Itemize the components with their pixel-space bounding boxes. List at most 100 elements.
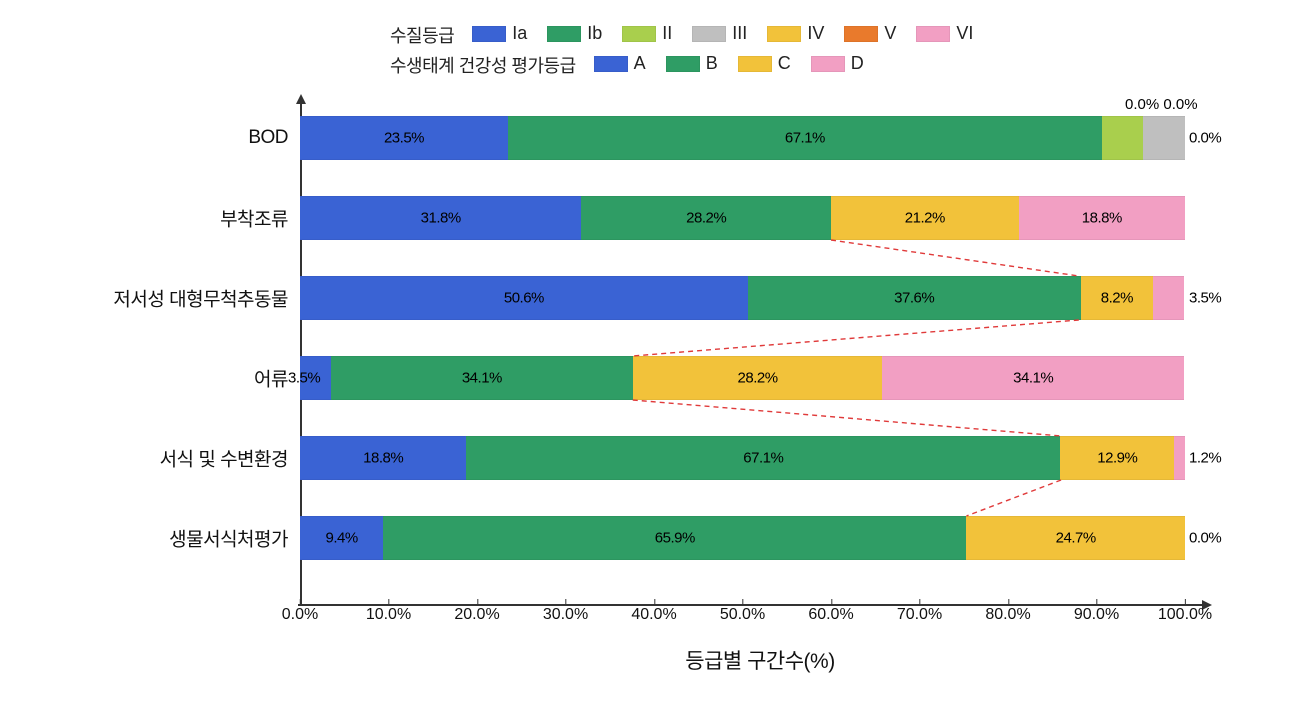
segment-C: 28.2% [633, 356, 883, 400]
segment-C: 12.9% [1060, 436, 1174, 480]
bar-row-0: 23.5% 67.1% [300, 116, 1185, 160]
category-label: 어류 [8, 365, 288, 392]
segment-D [1153, 276, 1184, 320]
segment-label: 65.9% [655, 530, 695, 547]
trailing-label: 0.0% [1189, 130, 1221, 147]
segment-B: 34.1% [331, 356, 633, 400]
segment-A: 50.6% [300, 276, 748, 320]
legend-label: III [732, 23, 747, 44]
segment-D: 34.1% [882, 356, 1184, 400]
segment-label: 18.8% [1082, 210, 1122, 227]
legend-label: IV [807, 23, 824, 44]
bars-region: 23.5%67.1%0.0%0.0% 0.0%31.8%28.2%21.2%18… [300, 96, 1185, 606]
legend-label: VI [956, 23, 973, 44]
segment-B: 37.6% [748, 276, 1081, 320]
legend-swatch [547, 26, 581, 42]
legend-item-VI: VI [916, 23, 973, 44]
legend-label: Ib [587, 23, 602, 44]
x-tick: 20.0% [454, 606, 499, 624]
legend-item-Ib: Ib [547, 23, 602, 44]
category-label: BOD [8, 127, 288, 149]
legend-swatch [844, 26, 878, 42]
segment-B: 65.9% [383, 516, 966, 560]
x-tick: 40.0% [631, 606, 676, 624]
segment-label: 31.8% [421, 210, 461, 227]
legend-swatch [692, 26, 726, 42]
category-label: 서식 및 수변환경 [8, 445, 288, 472]
x-tick: 100.0% [1158, 606, 1212, 624]
stacked-bar-chart: 수질등급 IaIbIIIIIIVVVI 수생태계 건강성 평가등급 ABCD 2… [0, 0, 1298, 716]
legend-item-V: V [844, 23, 896, 44]
segment-D: 18.8% [1019, 196, 1185, 240]
segment-label: 34.1% [1013, 370, 1053, 387]
segment-label: 37.6% [894, 290, 934, 307]
legend-item-C: C [738, 53, 791, 74]
legend-item-B: B [666, 53, 718, 74]
segment-B: 67.1% [466, 436, 1060, 480]
segment-D [1174, 436, 1185, 480]
x-ticks: 0.0%10.0%20.0%30.0%40.0%50.0%60.0%70.0%8… [300, 606, 1185, 641]
category-label: 저서성 대형무척추동물 [8, 285, 288, 312]
legend-item-IV: IV [767, 23, 824, 44]
trailing-label: 3.5% [1189, 290, 1221, 307]
x-tick: 10.0% [366, 606, 411, 624]
legend-swatch [738, 56, 772, 72]
segment-label: 34.1% [462, 370, 502, 387]
segment-C: 21.2% [831, 196, 1019, 240]
segment-A: 9.4% [300, 516, 383, 560]
segment-label: 24.7% [1056, 530, 1096, 547]
segment-label: 18.8% [363, 450, 403, 467]
category-label: 생물서식처평가 [8, 525, 288, 552]
legend-swatch [916, 26, 950, 42]
legend-label: B [706, 53, 718, 74]
legend-item-A: A [594, 53, 646, 74]
legend-item-D: D [811, 53, 864, 74]
segment-label: 9.4% [325, 530, 357, 547]
x-tick: 30.0% [543, 606, 588, 624]
trailing-label: 1.2% [1189, 450, 1221, 467]
legend-item-II: II [622, 23, 672, 44]
segment-label: 12.9% [1097, 450, 1137, 467]
legend-label: C [778, 53, 791, 74]
segment-label: 50.6% [504, 290, 544, 307]
legend-swatch [666, 56, 700, 72]
legend-label: A [634, 53, 646, 74]
legend-row-2: 수생태계 건강성 평가등급 A B C D [390, 52, 993, 78]
legend-label: V [884, 23, 896, 44]
legend-row-1: 수질등급 IaIbIIIIIIVVVI [390, 22, 993, 48]
segment-label: 28.2% [738, 370, 778, 387]
segment-label: 67.1% [743, 450, 783, 467]
bar-row-5: 9.4% 65.9% 24.7% [300, 516, 1185, 560]
legend-label: II [662, 23, 672, 44]
legend-swatch [767, 26, 801, 42]
legend-label: D [851, 53, 864, 74]
bar-row-2: 50.6% 37.6% 8.2% [300, 276, 1185, 320]
segment-A: 18.8% [300, 436, 466, 480]
segment-label: 8.2% [1101, 290, 1133, 307]
bar-row-4: 18.8% 67.1% 12.9% [300, 436, 1185, 480]
x-axis-title: 등급별 구간수(%) [685, 645, 834, 675]
segment-II [1102, 116, 1144, 160]
legend-row2-title: 수생태계 건강성 평가등급 [390, 52, 576, 78]
legend-swatch [811, 56, 845, 72]
plot-area: 23.5% 67.1% 0.0% 0.0% 0.0% 31.8% 28.2% 21.2% 18… [300, 96, 1220, 641]
overflow-top-label: 0.0% 0.0% [1125, 96, 1198, 113]
segment-label: 28.2% [686, 210, 726, 227]
leading-label: 3.5% [288, 370, 320, 387]
segment-B: 28.2% [581, 196, 831, 240]
legend-label: Ia [512, 23, 527, 44]
segment-C: 8.2% [1081, 276, 1154, 320]
legend-row1-title: 수질등급 [390, 22, 454, 48]
segment-label: 21.2% [905, 210, 945, 227]
x-tick: 70.0% [897, 606, 942, 624]
segment-C: 24.7% [966, 516, 1185, 560]
bar-row-1: 31.8% 28.2% 21.2% 18.8% [300, 196, 1185, 240]
trailing-label: 0.0% [1189, 530, 1221, 547]
x-tick: 60.0% [808, 606, 853, 624]
x-tick: 90.0% [1074, 606, 1119, 624]
segment-label: 67.1% [785, 130, 825, 147]
segment-label: 23.5% [384, 130, 424, 147]
legend-swatch [594, 56, 628, 72]
x-tick: 80.0% [985, 606, 1030, 624]
category-label: 부착조류 [8, 205, 288, 232]
